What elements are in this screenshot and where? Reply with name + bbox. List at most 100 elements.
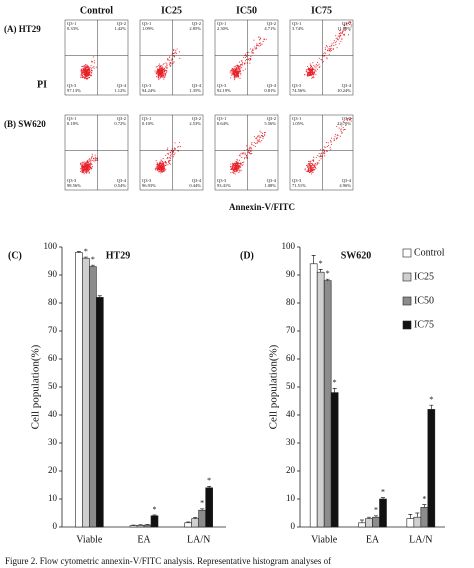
cell-dot [84,75,86,77]
cell-dot [240,166,242,168]
cell-dot [231,69,233,71]
cell-dot [168,162,170,164]
cell-dot [309,63,311,65]
cell-dot [155,168,157,170]
cell-dot [169,64,171,66]
cell-dot [81,68,83,70]
cell-dot [338,37,341,39]
cell-dot [251,141,253,144]
cell-dot [312,69,314,71]
error-bar [97,295,102,298]
cell-dot [170,63,172,65]
quadrant-value: 74.56% [292,88,306,93]
cell-dot [236,161,238,163]
cell-dot [246,56,248,58]
cell-dot [320,152,323,154]
cell-dot [163,62,165,65]
cell-dot [234,77,236,79]
cell-dot [249,62,251,64]
cell-dot [321,59,323,61]
cell-dot [328,49,331,51]
cell-dot [335,41,337,43]
bar [96,297,104,528]
quadrant-value: 0.33% [67,26,79,31]
cell-dot [330,148,332,150]
cell-dot [91,153,93,155]
cell-dot [307,165,309,167]
cell-dot [81,71,83,73]
cell-dot [169,62,171,65]
cell-dot [348,21,350,23]
cell-dot [172,156,175,158]
cell-dot [262,137,264,139]
cell-dot [318,57,320,59]
cell-dot [175,50,177,52]
cell-dot [173,49,175,51]
legend-swatch [402,320,412,330]
cell-dot [160,163,162,165]
cell-dot [88,169,90,172]
cell-dot [82,73,85,75]
cell-dot [308,164,310,166]
cell-dot [88,168,90,170]
column-header: IC75 [311,5,332,16]
cell-dot [317,65,319,67]
x-tick-label: LA/N [187,534,210,545]
cell-dot [239,77,241,79]
cell-dot [340,128,342,130]
cell-dot [346,117,348,120]
cell-dot [170,62,172,64]
panel-label: (D) [240,250,254,261]
cell-dot [258,139,261,141]
flow-panel [139,19,204,96]
cell-dot [156,73,159,75]
cell-dot [255,47,257,49]
cell-dot [232,68,234,70]
cell-dot [174,142,176,144]
cell-dot [258,42,261,44]
cell-dot [89,163,91,165]
cell-dot [327,144,329,146]
cell-dot [176,48,178,50]
cell-dot [333,40,335,42]
cell-dot [163,169,165,171]
column-header: Control [80,5,113,16]
caption: Figure 2. Flow cytometric annexin-V/FITC… [5,556,331,566]
quadrant-label: Q3-3 [67,178,77,183]
y-tick-label: 90 [48,269,58,279]
cell-dot [262,136,264,138]
cell-dot [234,167,236,169]
cell-dot [252,49,254,51]
cell-dot [166,70,168,72]
cell-dot [313,64,315,66]
cell-dot [166,64,168,66]
y-axis-label: Cell population(%) [30,344,42,429]
bar [129,525,138,528]
cell-dot [252,52,254,54]
cell-dot [82,163,84,165]
cell-dot [311,166,313,168]
flow-panel [64,114,129,191]
cell-dot [233,76,235,78]
cell-dot [336,138,338,140]
cell-dot [311,71,313,73]
cell-dot [313,69,316,71]
error-bar [90,264,95,267]
cell-dot [87,68,89,70]
bar [75,252,83,528]
quadrant-value: 92.19% [217,88,231,93]
cell-dot [307,65,309,68]
quadrant-value: 5.56% [264,121,276,126]
significance-marker: * [319,259,323,268]
significance-marker: * [153,505,157,514]
cell-dot [82,166,84,168]
bar [420,507,429,528]
cell-dot [243,161,245,163]
cell-dot [323,146,325,148]
cell-dot [325,146,327,148]
error-bar [381,497,385,499]
cell-dot [162,68,165,70]
cell-dot [238,71,240,73]
cell-dot [250,58,252,60]
cell-dot [90,162,92,164]
